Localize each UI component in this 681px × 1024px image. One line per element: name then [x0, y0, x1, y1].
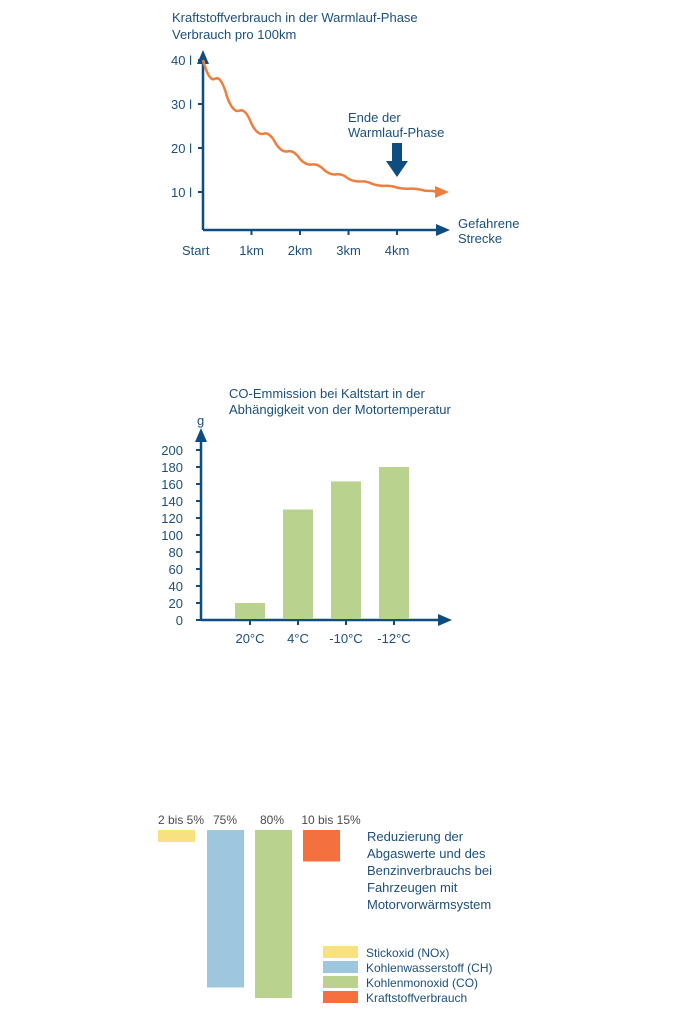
legend-swatch — [323, 976, 358, 988]
co-chart-title-line2: Abhängigkeit von der Motortemperatur — [229, 402, 452, 417]
x-tick-label: 2km — [288, 243, 313, 258]
x-tick-label: -10°C — [329, 631, 362, 646]
reduction-chart-plot: 2 bis 5% 75% 80% 10 bis 15%Stickoxid (NOx)K… — [158, 813, 493, 1005]
x-tick-label: 4°C — [287, 631, 309, 646]
reduction-bar — [207, 830, 244, 988]
reduction-bar-label: 10 bis 15% — [301, 813, 361, 827]
legend-swatch — [323, 991, 358, 1003]
co-bar — [283, 509, 313, 619]
y-tick-label: 20 — [169, 596, 183, 611]
fuel-chart-title: Kraftstoffverbrauch in der Warmlauf-Phas… — [172, 10, 418, 25]
x-tick-label: -12°C — [377, 631, 410, 646]
fuel-chart-subtitle: Verbrauch pro 100km — [172, 27, 296, 42]
legend-label: Kohlenwasserstoff (CH) — [366, 961, 493, 975]
annotation-arrow-shaft — [392, 143, 402, 163]
reduction-bar-label: 80% — [260, 813, 284, 827]
legend-label: Stickoxid (NOx) — [366, 946, 449, 960]
co-chart-title-line1: CO-Emmission bei Kaltstart in der — [229, 386, 425, 401]
co-chart-plot: 0 20 40 60 80 100 120 140 160 180 200 20°C 4°C -10°C -… — [161, 428, 452, 646]
x-axis-arrow — [436, 224, 450, 236]
fuel-curve — [201, 59, 438, 194]
co-bar — [379, 467, 409, 619]
reduction-bar-label: 75% — [213, 813, 237, 827]
legend-label: Kraftstoffverbrauch — [366, 991, 467, 1005]
reduction-title-line5: Motorvorwärmsystem — [367, 897, 491, 912]
y-tick-label: 0 — [176, 613, 183, 628]
x-tick-label: Start — [182, 243, 210, 258]
legend-swatch — [323, 946, 358, 958]
annotation-arrow-head — [386, 161, 408, 177]
fuel-chart-xlabel-line2: Strecke — [458, 231, 502, 246]
y-tick-label: 120 — [161, 511, 183, 526]
y-tick-label: 30 l — [171, 97, 192, 112]
fuel-curve-arrow — [435, 186, 449, 198]
reduction-bar — [303, 830, 340, 862]
co-bar — [235, 603, 265, 619]
reduction-title-line3: Benzinverbrauchs bei — [367, 863, 492, 878]
y-tick-label: 100 — [161, 528, 183, 543]
y-tick-label: 10 l — [171, 185, 192, 200]
co-chart-ylabel: g — [197, 413, 204, 428]
fuel-chart: Kraftstoffverbrauch in der Warmlauf-Phas… — [171, 10, 519, 258]
fuel-chart-xlabel-line1: Gefahrene — [458, 216, 519, 231]
y-tick-label: 140 — [161, 494, 183, 509]
reduction-chart: Reduzierung der Abgaswerte und des Benzi… — [158, 813, 493, 1005]
fuel-chart-plot: 40 l 30 l 20 l 10 l Start 1km 2km 3km 4km — [171, 50, 450, 258]
reduction-bar-label: 2 bis 5% — [158, 813, 204, 827]
reduction-bar — [158, 830, 195, 842]
x-axis-arrow — [438, 614, 452, 626]
reduction-title-line4: Fahrzeugen mit — [367, 880, 458, 895]
reduction-bar — [255, 830, 292, 998]
fuel-chart-annotation-line1: Ende der — [348, 110, 401, 125]
x-tick-label: 1km — [239, 243, 264, 258]
y-tick-label: 40 — [169, 579, 183, 594]
y-tick-label: 200 — [161, 443, 183, 458]
y-tick-label: 160 — [161, 477, 183, 492]
x-tick-label: 4km — [385, 243, 410, 258]
x-tick-label: 3km — [336, 243, 361, 258]
y-tick-label: 40 l — [171, 53, 192, 68]
reduction-title-line1: Reduzierung der — [367, 829, 464, 844]
legend-label: Kohlenmonoxid (CO) — [366, 976, 478, 990]
y-tick-label: 20 l — [171, 141, 192, 156]
co-chart: CO-Emmission bei Kaltstart in der Abhäng… — [161, 386, 452, 646]
legend-swatch — [323, 961, 358, 973]
fuel-chart-annotation-line2: Warmlauf-Phase — [348, 125, 444, 140]
co-bar — [331, 481, 361, 619]
y-tick-label: 60 — [169, 562, 183, 577]
x-tick-label: 20°C — [235, 631, 264, 646]
y-axis-arrow — [195, 428, 207, 442]
reduction-title-line2: Abgaswerte und des — [367, 846, 486, 861]
y-tick-label: 80 — [169, 545, 183, 560]
y-tick-label: 180 — [161, 460, 183, 475]
